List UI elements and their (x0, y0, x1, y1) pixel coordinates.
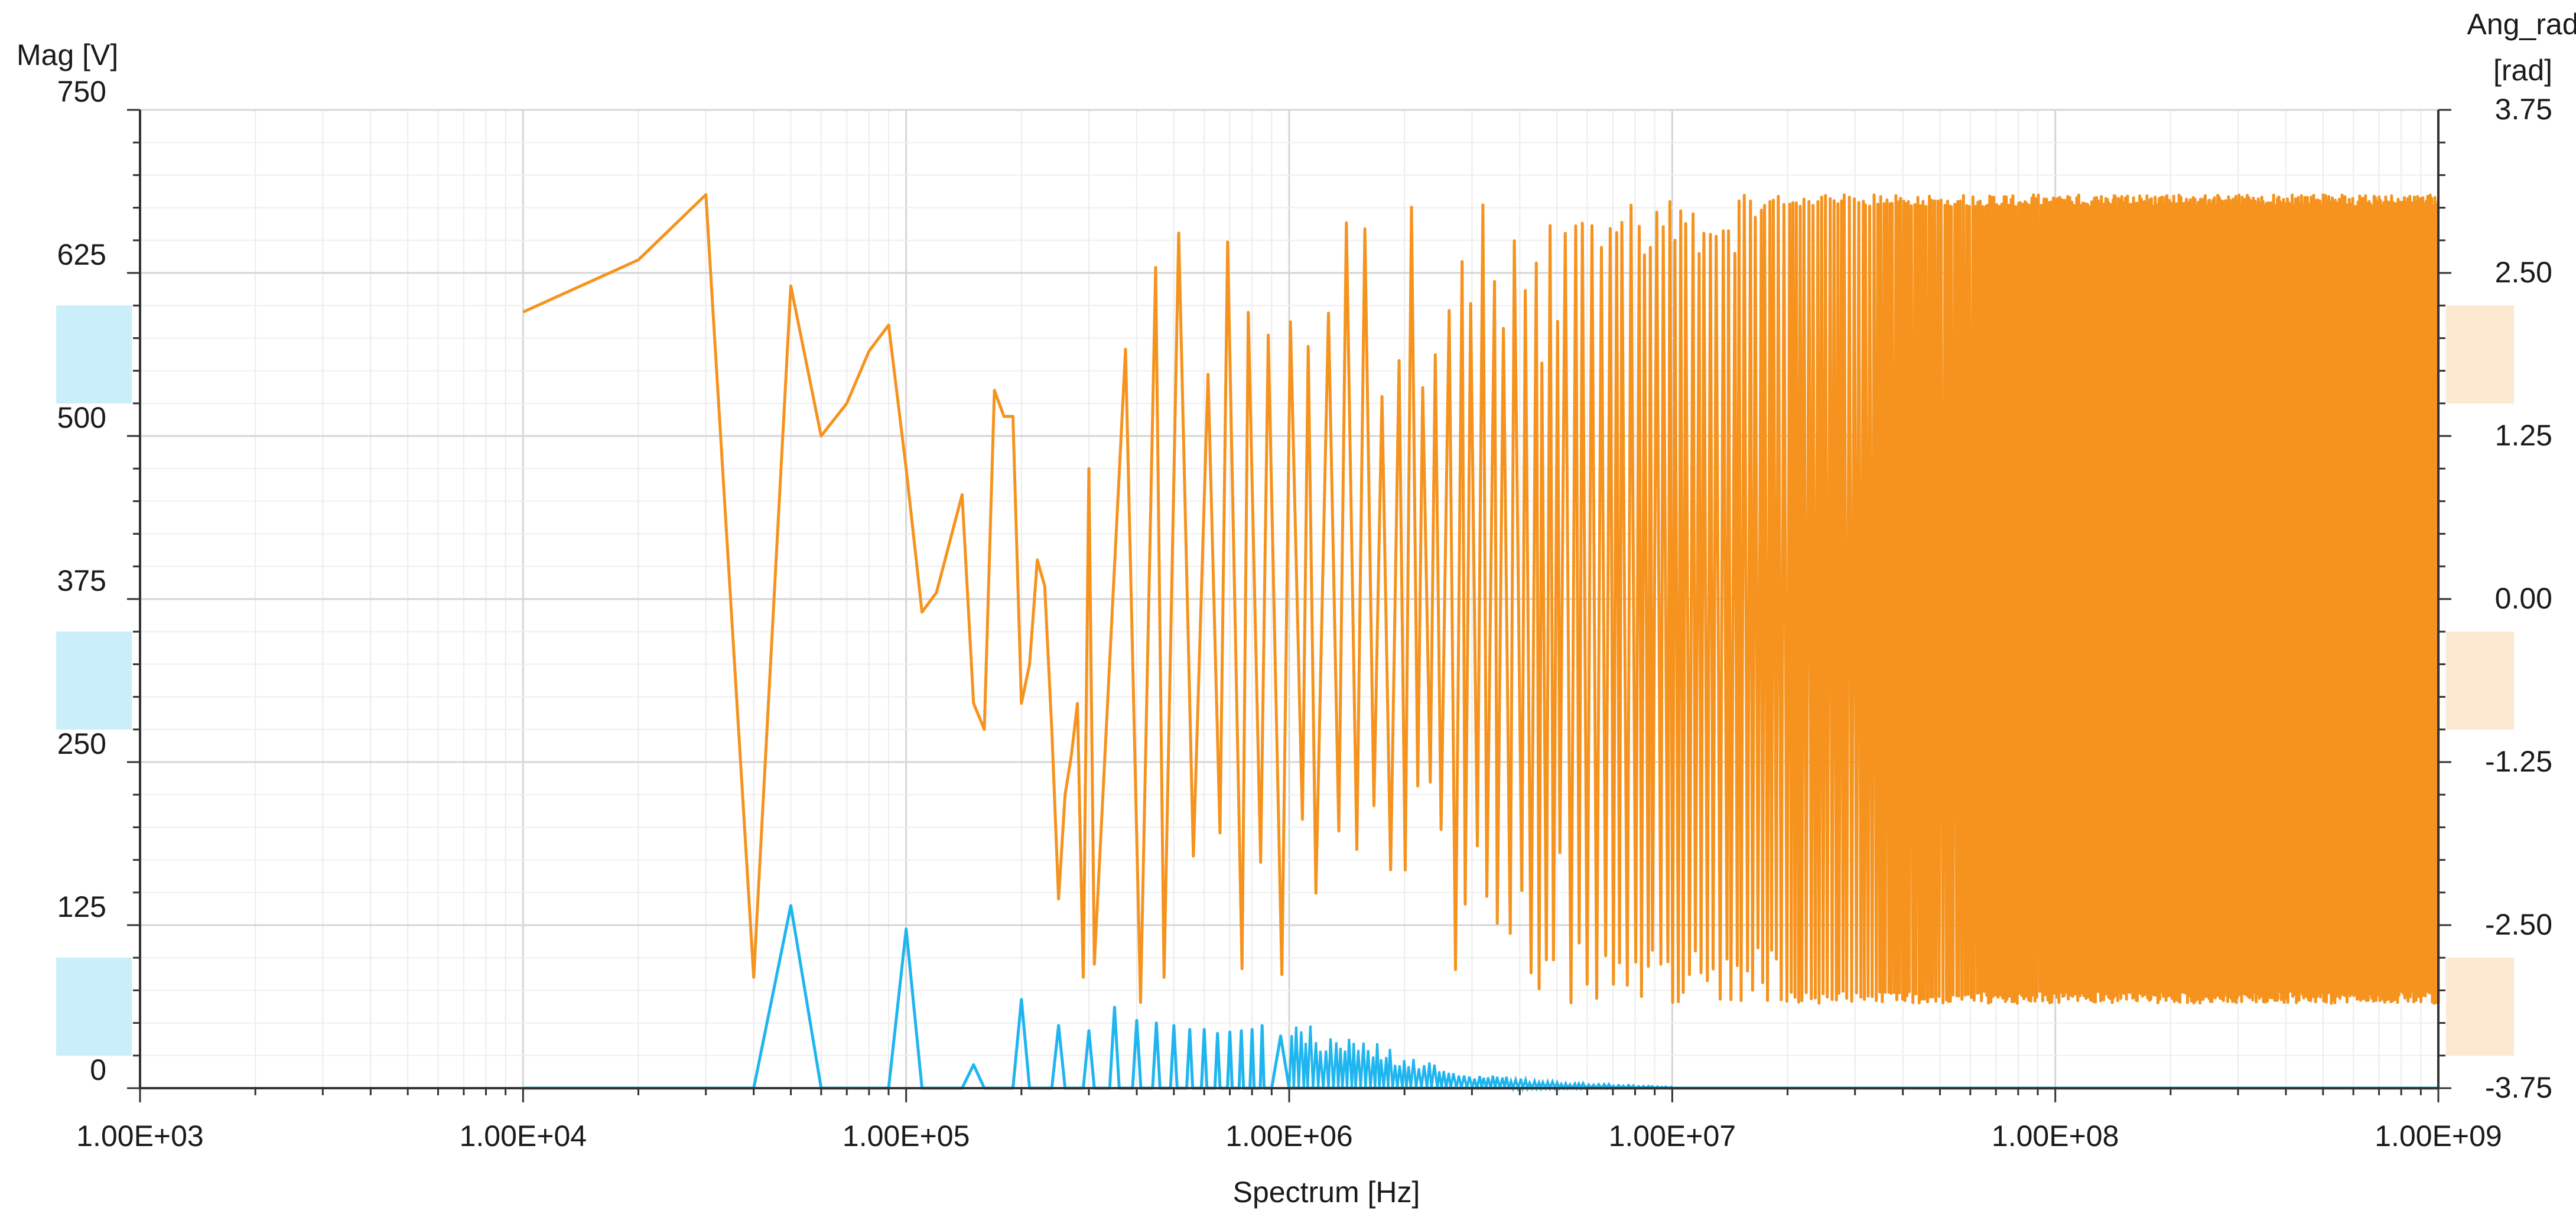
right-axis-tick-label: 3.75 (2495, 93, 2552, 126)
right-axis-tick-labels: -3.75 -2.50 -1.25 0.00 1.25 2.50 3.75 (2485, 93, 2552, 1104)
x-axis-tick-label: 1.00E+04 (460, 1119, 587, 1153)
x-axis-tick-label: 1.00E+06 (1225, 1119, 1352, 1153)
left-axis-tick-label: 625 (57, 238, 106, 271)
left-axis-band (56, 305, 132, 403)
left-axis-tick-label: 750 (57, 75, 106, 108)
left-axis-title: Mag [V] (17, 38, 118, 71)
axes (127, 109, 2451, 1102)
right-axis-tick-label: 1.25 (2495, 419, 2552, 452)
right-axis-tick-label: 2.50 (2495, 256, 2552, 289)
left-axis-tick-label: 250 (57, 727, 106, 760)
x-axis-title: Spectrum [Hz] (1233, 1176, 1420, 1209)
x-axis-tick-label: 1.00E+03 (76, 1119, 203, 1153)
right-axis-title-line1: Ang_rad (2467, 8, 2576, 41)
left-axis-tick-labels: 0 125 250 375 500 625 750 (57, 75, 106, 1086)
x-axis-tick-label: 1.00E+07 (1609, 1119, 1736, 1153)
x-axis-tick-label: 1.00E+05 (843, 1119, 970, 1153)
right-axis-tick-label: -2.50 (2485, 908, 2552, 941)
left-axis-tick-label: 125 (57, 890, 106, 923)
right-axis-band (2446, 305, 2514, 403)
right-axis-tick-label: -3.75 (2485, 1071, 2552, 1104)
left-axis-bands (56, 305, 132, 1056)
right-axis-tick-label: -1.25 (2485, 745, 2552, 778)
x-axis-tick-labels: 1.00E+03 1.00E+04 1.00E+05 1.00E+06 1.00E+07… (76, 1119, 2502, 1153)
ang-rad-line (522, 193, 2440, 1005)
left-axis-tick-label: 500 (57, 401, 106, 434)
left-axis-band (56, 632, 132, 730)
right-axis-bands (2446, 305, 2514, 1056)
left-axis-tick-label: 0 (90, 1053, 106, 1086)
left-axis-band (56, 958, 132, 1056)
right-axis-band (2446, 958, 2514, 1056)
right-axis-band (2446, 632, 2514, 730)
x-axis-tick-label: 1.00E+08 (1992, 1119, 2119, 1153)
left-axis-tick-label: 375 (57, 564, 106, 597)
series-ang-rad (522, 193, 2440, 1005)
x-axis-tick-label: 1.00E+09 (2375, 1119, 2502, 1153)
right-axis-title-line2: [rad] (2493, 54, 2552, 87)
right-axis-tick-label: 0.00 (2495, 582, 2552, 615)
mag-dense-spikes (1288, 1026, 1674, 1093)
